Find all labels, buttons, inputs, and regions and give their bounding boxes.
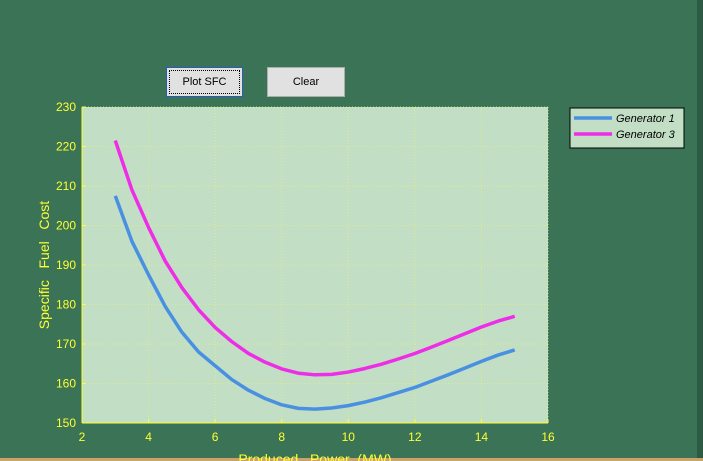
window-edge [697,0,703,461]
x-tick-label: 12 [408,430,422,444]
y-tick-label: 210 [56,179,76,193]
x-tick-label: 6 [212,430,219,444]
y-tick-label: 230 [56,100,76,114]
legend-box [569,107,685,149]
clear-button[interactable]: Clear [267,67,345,97]
y-tick-label: 190 [56,258,76,272]
x-tick-label: 16 [541,430,555,444]
x-tick-label: 8 [278,430,285,444]
plot-button[interactable]: Plot SFC [166,67,243,97]
x-axis-label: Produced Power (MW) [238,451,391,461]
y-tick-label: 200 [56,219,76,233]
y-tick-label: 150 [56,416,76,430]
y-tick-label: 220 [56,140,76,154]
y-tick-label: 170 [56,337,76,351]
x-tick-label: 4 [145,430,152,444]
series-line [113,195,516,411]
legend-label: Generator 1 [616,113,675,125]
plot-area [82,107,548,423]
x-tick-label: 2 [79,430,86,444]
y-axis-label: Specific Fuel Cost [36,201,52,329]
series-line [113,140,516,377]
legend-label: Generator 3 [616,129,676,141]
x-tick-label: 10 [342,430,356,444]
x-tick-label: 14 [475,430,489,444]
y-tick-label: 160 [56,377,76,391]
y-tick-label: 180 [56,298,76,312]
